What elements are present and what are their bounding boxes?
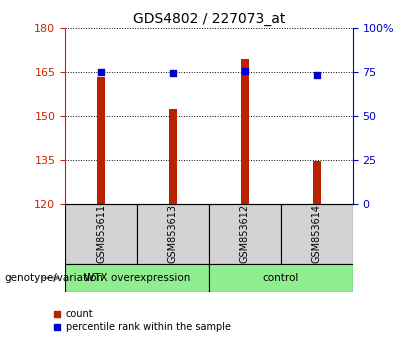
- Bar: [241, 59, 249, 204]
- Text: GSM853612: GSM853612: [240, 204, 250, 263]
- Point: [170, 70, 176, 76]
- Point: [98, 69, 105, 75]
- Text: GSM853614: GSM853614: [312, 204, 322, 263]
- Legend: count, percentile rank within the sample: count, percentile rank within the sample: [53, 309, 231, 332]
- Bar: [169, 109, 177, 204]
- Bar: [281, 204, 353, 264]
- Point: [241, 68, 248, 74]
- Text: GSM853613: GSM853613: [168, 204, 178, 263]
- Text: control: control: [262, 273, 299, 283]
- Bar: [312, 161, 321, 204]
- Text: GSM853611: GSM853611: [96, 204, 106, 263]
- Bar: [65, 264, 209, 292]
- Bar: [97, 76, 105, 204]
- Bar: [209, 264, 353, 292]
- Bar: [209, 204, 281, 264]
- Point: [313, 72, 320, 78]
- Bar: [65, 204, 137, 264]
- Text: WTX overexpression: WTX overexpression: [84, 273, 190, 283]
- Bar: [137, 204, 209, 264]
- Title: GDS4802 / 227073_at: GDS4802 / 227073_at: [133, 12, 285, 26]
- Text: genotype/variation: genotype/variation: [4, 273, 103, 283]
